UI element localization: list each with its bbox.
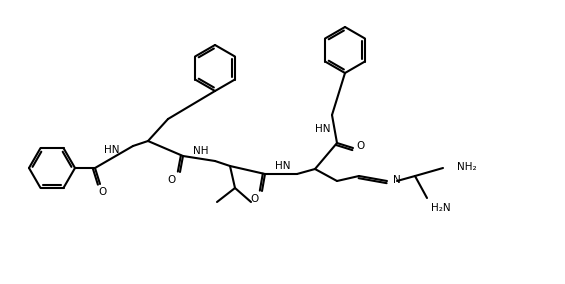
Text: O: O xyxy=(168,175,176,185)
Text: HN: HN xyxy=(315,124,331,134)
Text: O: O xyxy=(357,141,365,151)
Text: N: N xyxy=(393,175,401,185)
Text: O: O xyxy=(251,194,259,204)
Text: HN: HN xyxy=(275,161,291,171)
Text: HN: HN xyxy=(105,145,120,155)
Text: H₂N: H₂N xyxy=(431,203,451,213)
Text: O: O xyxy=(98,187,106,197)
Text: NH: NH xyxy=(193,145,208,156)
Text: NH₂: NH₂ xyxy=(457,162,477,172)
